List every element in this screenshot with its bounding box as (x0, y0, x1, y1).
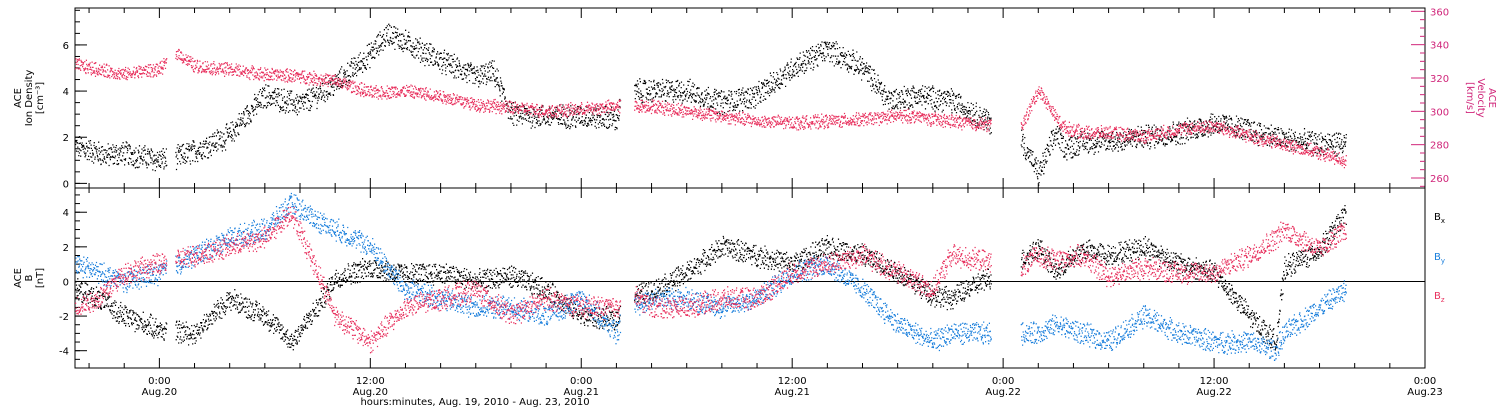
y2-tick-label: 320 (1430, 74, 1449, 85)
legend-bz: Bz (1434, 291, 1445, 304)
series-points (75, 192, 1347, 362)
y2-tick-label: 300 (1430, 107, 1449, 118)
series-points (75, 204, 1347, 351)
x-tick-time-label: 12:00 (778, 376, 807, 387)
y-label-line: ACE (13, 268, 24, 288)
legend-bx: Bx (1434, 212, 1445, 225)
x-tick-time-label: 12:00 (1200, 376, 1229, 387)
y-label-line: B (24, 274, 35, 281)
x-tick-time-label: 0:00 (1414, 376, 1436, 387)
x-tick-date-label: Aug.21 (564, 387, 599, 398)
y-label-line: [cm⁻³] (35, 82, 46, 114)
series-by (75, 192, 1347, 362)
panel-frame (74, 7, 1426, 189)
x-tick-date-label: Aug.23 (1407, 387, 1442, 398)
legend-symbol: B (1434, 291, 1441, 302)
density-y-axis-label: ACEIon Density[cm⁻³] (13, 70, 46, 127)
y2-tick-label: 340 (1430, 41, 1449, 52)
series-bx (75, 204, 1347, 351)
y-tick-label: -2 (59, 312, 69, 323)
legend-symbol: B (1434, 252, 1441, 263)
y2-label-line: [km/s] (1464, 82, 1475, 114)
y-tick-label: 0 (63, 179, 69, 190)
x-tick-time-label: 0:00 (570, 376, 592, 387)
series-points (75, 48, 1347, 169)
b-field-y-axis-label: ACEB[nT] (13, 268, 46, 288)
y-tick-label: 0 (63, 277, 69, 288)
y-tick-label: -4 (59, 347, 69, 358)
series-points (75, 23, 1347, 186)
y-tick-label: 4 (63, 87, 69, 98)
y2-tick-label: 280 (1430, 141, 1449, 152)
panel-frame (74, 187, 1426, 369)
x-tick-date-label: Aug.20 (353, 387, 388, 398)
y-tick-label: 6 (63, 41, 69, 52)
y2-label-line: ACE (1486, 88, 1497, 108)
time-x-axis: 0:00Aug.2012:00Aug.200:00Aug.2112:00Aug.… (88, 8, 1443, 398)
y-tick-label: 2 (63, 133, 69, 144)
x-tick-date-label: Aug.20 (142, 387, 177, 398)
series-ion-density (75, 23, 1347, 186)
series-points (75, 206, 1347, 354)
y-label-line: Ion Density (24, 70, 35, 127)
x-tick-date-label: Aug.22 (985, 387, 1020, 398)
x-tick-time-label: 0:00 (148, 376, 170, 387)
x-tick-date-label: Aug.21 (774, 387, 809, 398)
x-axis-label: hours:minutes, Aug. 19, 2010 - Aug. 23, … (360, 397, 589, 408)
y2-tick-label: 360 (1430, 7, 1449, 18)
y-label-line: [nT] (35, 268, 46, 288)
y2-tick-label: 260 (1430, 174, 1449, 185)
velocity-y-axis-label: ACEVelocity[km/s] (1464, 78, 1497, 117)
legend-subscript: x (1441, 217, 1445, 225)
y-tick-label: 4 (63, 208, 69, 219)
x-tick-time-label: 0:00 (992, 376, 1014, 387)
y-tick-label: 2 (63, 243, 69, 254)
legend-symbol: B (1434, 212, 1441, 223)
legend-by: By (1434, 252, 1445, 265)
series-bz (75, 206, 1347, 354)
y2-label-line: Velocity (1475, 78, 1486, 117)
x-tick-time-label: 12:00 (356, 376, 385, 387)
x-tick-date-label: Aug.22 (1196, 387, 1231, 398)
legend-subscript: y (1441, 257, 1445, 265)
series-velocity (75, 48, 1347, 169)
legend-subscript: z (1441, 296, 1445, 304)
y-label-line: ACE (13, 88, 24, 108)
